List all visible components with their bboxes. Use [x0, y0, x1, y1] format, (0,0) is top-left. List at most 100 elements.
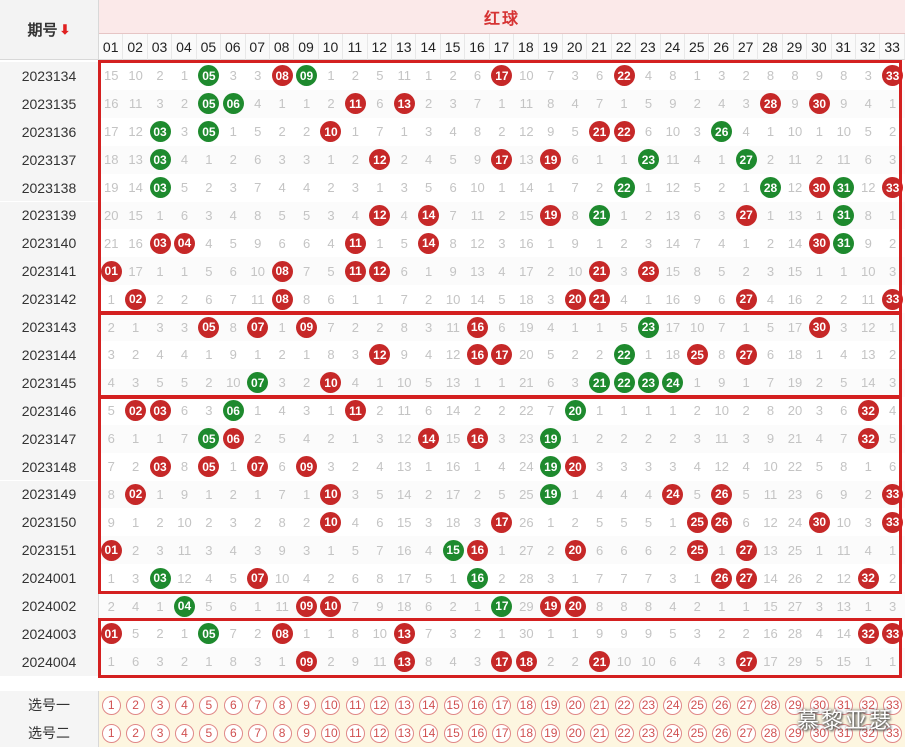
pick-number-button[interactable]: 16 — [468, 723, 487, 743]
pick-number-button[interactable]: 25 — [687, 695, 707, 715]
sort-down-icon[interactable]: ⬇ — [59, 21, 71, 37]
miss-count: 10 — [177, 514, 192, 530]
miss-count: 3 — [547, 291, 555, 307]
pick-number-button[interactable]: 20 — [565, 723, 585, 743]
pick-number-button[interactable]: 32 — [858, 723, 878, 743]
pick-number-button[interactable]: 33 — [883, 695, 903, 715]
red-ball: 09 — [296, 651, 318, 673]
pick-number-button[interactable]: 26 — [712, 695, 732, 715]
pick-number-button[interactable]: 22 — [614, 723, 634, 743]
pick-number-button[interactable]: 27 — [736, 723, 756, 743]
pick-number-button[interactable]: 32 — [858, 695, 878, 715]
pick-number-button[interactable]: 17 — [492, 695, 512, 715]
red-ball: 09 — [296, 316, 318, 338]
pick-number-button[interactable]: 16 — [468, 695, 487, 715]
miss-count: 3 — [498, 235, 506, 251]
pick-number-button[interactable]: 24 — [663, 723, 683, 743]
column-header-18: 18 — [514, 34, 539, 60]
miss-count: 4 — [302, 431, 311, 447]
pick-number-button[interactable]: 24 — [663, 695, 683, 715]
pick-number-button[interactable]: 10 — [321, 723, 341, 743]
miss-count: 4 — [425, 152, 433, 168]
pick-number-button[interactable]: 12 — [370, 695, 390, 715]
pick-number-button[interactable]: 18 — [516, 695, 536, 715]
red-ball: 16 — [467, 428, 488, 450]
pick-number-button[interactable]: 23 — [638, 723, 658, 743]
pick-number-button[interactable]: 5 — [199, 723, 219, 743]
miss-count: 5 — [131, 626, 140, 642]
pick-number-button[interactable]: 30 — [809, 723, 829, 743]
red-ball: 17 — [491, 344, 513, 366]
pick-number-button[interactable]: 13 — [394, 695, 414, 715]
period-label: 2023138 — [0, 173, 99, 202]
red-ball: 26 — [711, 567, 733, 589]
pick-number-button[interactable]: 25 — [687, 723, 707, 743]
red-ball: 02 — [125, 400, 147, 422]
pick-number-button[interactable]: 15 — [443, 723, 463, 743]
pick-number-button[interactable]: 18 — [516, 723, 536, 743]
miss-count: 4 — [131, 598, 140, 614]
miss-count: 4 — [425, 542, 433, 558]
pick-number-button[interactable]: 31 — [834, 695, 854, 715]
pick-number-button[interactable]: 7 — [248, 695, 268, 715]
watermark-text: 慕黎亚瑟 — [796, 709, 893, 734]
pick-number-button[interactable]: 28 — [761, 695, 781, 715]
pick-number-button[interactable]: 2 — [126, 695, 146, 715]
miss-count: 5 — [425, 180, 433, 196]
miss-count: 4 — [718, 96, 726, 112]
pick-number-button[interactable]: 11 — [345, 695, 365, 715]
pick-number-button[interactable]: 26 — [712, 723, 732, 743]
pick-number-button[interactable]: 5 — [199, 695, 219, 715]
pick-number-button[interactable]: 8 — [272, 723, 292, 743]
pick-number-button[interactable]: 29 — [785, 695, 805, 715]
miss-count: 6 — [547, 375, 555, 391]
pick-number-button[interactable]: 22 — [614, 695, 634, 715]
pick-number-button[interactable]: 31 — [834, 723, 854, 743]
pick-number-button[interactable]: 6 — [223, 723, 243, 743]
pick-number-button[interactable]: 6 — [223, 695, 243, 715]
pick-number-button[interactable]: 7 — [248, 723, 268, 743]
pick-number-button[interactable]: 21 — [590, 695, 610, 715]
pick-number-button[interactable]: 21 — [590, 723, 610, 743]
pick-number-button[interactable]: 14 — [419, 723, 439, 743]
pick-number-button[interactable]: 13 — [394, 723, 414, 743]
miss-count: 8 — [107, 486, 115, 502]
pick-number-button[interactable]: 9 — [297, 695, 317, 715]
miss-count: 1 — [327, 542, 335, 558]
miss-count: 1 — [302, 347, 311, 363]
pick-number-button[interactable]: 28 — [761, 723, 781, 743]
pick-number-button[interactable]: 2 — [126, 723, 146, 743]
pick-number-button[interactable]: 33 — [883, 723, 903, 743]
miss-count: 2 — [327, 654, 335, 670]
pick-number-button[interactable]: 23 — [638, 695, 658, 715]
pick-number-button[interactable]: 8 — [272, 695, 292, 715]
miss-count: 1 — [473, 598, 482, 614]
pick-number-button[interactable]: 27 — [736, 695, 756, 715]
miss-count: 4 — [449, 124, 457, 140]
miss-count: 5 — [571, 124, 579, 140]
red-ball: 30 — [808, 93, 830, 115]
miss-count: 2 — [327, 96, 335, 112]
pick-number-button[interactable]: 1 — [101, 695, 121, 715]
pick-number-button[interactable]: 11 — [345, 723, 365, 743]
pick-number-button[interactable]: 15 — [443, 695, 463, 715]
pick-number-button[interactable]: 19 — [541, 723, 561, 743]
pick-number-button[interactable]: 12 — [370, 723, 390, 743]
pick-number-button[interactable]: 4 — [174, 723, 194, 743]
miss-count: 2 — [547, 654, 555, 670]
pick-number-button[interactable]: 3 — [150, 723, 170, 743]
period-header[interactable]: 期号 ⬇ — [0, 0, 99, 60]
miss-count: 1 — [156, 263, 164, 279]
pick-number-button[interactable]: 3 — [150, 695, 170, 715]
pick-number-button[interactable]: 17 — [492, 723, 512, 743]
pick-number-button[interactable]: 4 — [174, 695, 194, 715]
miss-count: 3 — [669, 570, 677, 586]
pick-number-button[interactable]: 10 — [321, 695, 341, 715]
pick-number-button[interactable]: 9 — [297, 723, 317, 743]
pick-number-button[interactable]: 14 — [419, 695, 439, 715]
pick-number-button[interactable]: 19 — [541, 695, 561, 715]
pick-number-button[interactable]: 29 — [785, 723, 805, 743]
pick-number-button[interactable]: 1 — [101, 723, 121, 743]
pick-number-button[interactable]: 30 — [809, 695, 829, 715]
pick-number-button[interactable]: 20 — [565, 695, 585, 715]
